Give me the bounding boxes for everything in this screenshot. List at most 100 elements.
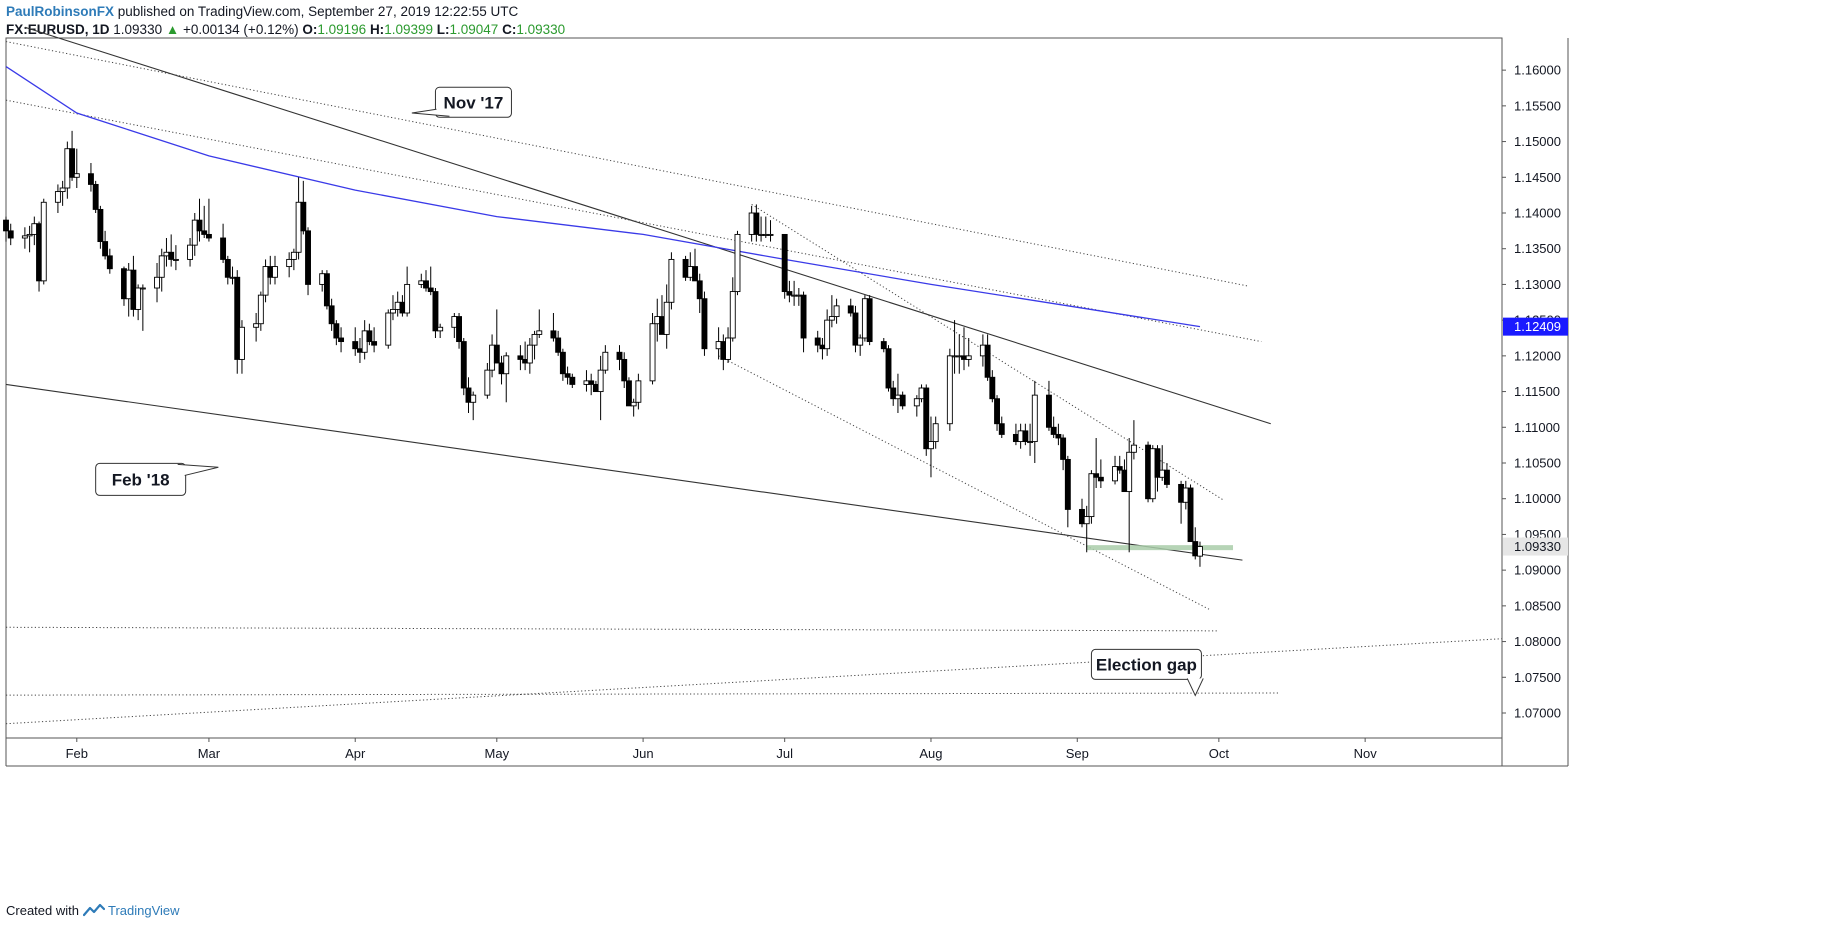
candle[interactable]	[880, 338, 887, 353]
candle[interactable]	[1187, 484, 1194, 543]
candle[interactable]	[3, 216, 9, 242]
candle[interactable]	[139, 284, 146, 331]
trendline[interactable]	[24, 26, 1271, 425]
candle[interactable]	[1093, 438, 1100, 488]
candle[interactable]	[484, 363, 491, 399]
candle[interactable]	[262, 259, 269, 303]
candle[interactable]	[1060, 434, 1067, 471]
candle[interactable]	[432, 288, 439, 338]
candle[interactable]	[154, 263, 160, 303]
candle[interactable]	[168, 234, 175, 267]
candle[interactable]	[1088, 470, 1095, 524]
candle[interactable]	[649, 313, 656, 385]
candle[interactable]	[404, 266, 411, 317]
candle[interactable]	[470, 391, 477, 421]
candle[interactable]	[564, 366, 571, 385]
candle[interactable]	[833, 298, 840, 324]
candle[interactable]	[913, 395, 920, 417]
candle[interactable]	[1027, 423, 1034, 456]
candle[interactable]	[1064, 455, 1071, 528]
candle[interactable]	[385, 309, 392, 349]
candle[interactable]	[531, 330, 538, 360]
candle[interactable]	[1031, 380, 1038, 463]
candle[interactable]	[338, 327, 345, 353]
candle[interactable]	[371, 327, 378, 353]
moving-average-line[interactable]	[5, 66, 1201, 328]
candle[interactable]	[663, 284, 670, 349]
candle[interactable]	[106, 248, 113, 274]
candle[interactable]	[257, 291, 264, 331]
candle[interactable]	[928, 416, 934, 478]
candle[interactable]	[97, 205, 104, 249]
candle[interactable]	[767, 220, 774, 242]
candle[interactable]	[323, 270, 330, 310]
candle[interactable]	[786, 280, 793, 303]
candle[interactable]	[692, 248, 698, 282]
candle[interactable]	[1163, 463, 1170, 488]
candle[interactable]	[352, 327, 359, 356]
candle[interactable]	[994, 395, 1000, 431]
candle[interactable]	[1126, 438, 1133, 553]
candle[interactable]	[205, 198, 212, 242]
candle[interactable]	[1149, 445, 1156, 503]
candle[interactable]	[536, 309, 543, 338]
candle[interactable]	[923, 384, 930, 456]
candle[interactable]	[559, 348, 566, 381]
candle[interactable]	[40, 198, 47, 285]
candle[interactable]	[800, 291, 807, 353]
candle[interactable]	[753, 204, 760, 242]
candle[interactable]	[390, 295, 396, 321]
annotation-callout[interactable]: Election gap	[1090, 648, 1204, 697]
candle[interactable]	[989, 370, 996, 403]
candle[interactable]	[21, 227, 28, 249]
candle[interactable]	[220, 223, 227, 263]
candle[interactable]	[36, 221, 42, 292]
candle[interactable]	[965, 338, 972, 367]
candle[interactable]	[201, 205, 208, 238]
tradingview-brand-link[interactable]: TradingView	[108, 903, 180, 918]
candle[interactable]	[328, 298, 335, 331]
candle[interactable]	[517, 345, 524, 371]
candle[interactable]	[272, 255, 278, 285]
candle[interactable]	[69, 130, 76, 181]
candle[interactable]	[305, 227, 311, 296]
dotted-trendline[interactable]	[5, 99, 1262, 343]
candle[interactable]	[899, 391, 906, 410]
candle[interactable]	[437, 323, 444, 338]
candle[interactable]	[781, 233, 788, 299]
candle[interactable]	[866, 295, 873, 346]
candle[interactable]	[984, 334, 991, 381]
candle[interactable]	[191, 213, 198, 256]
candle[interactable]	[932, 416, 939, 449]
candle[interactable]	[696, 273, 703, 313]
candle[interactable]	[1046, 380, 1052, 431]
candle[interactable]	[890, 380, 897, 406]
candle[interactable]	[253, 313, 260, 342]
candle[interactable]	[701, 291, 708, 356]
price-chart[interactable]: Feb '18 Nov '17 Election gap 1.16000 1.1550…	[0, 0, 1828, 900]
candle[interactable]	[234, 270, 241, 374]
candle[interactable]	[682, 255, 689, 281]
candle[interactable]	[885, 345, 892, 392]
candle[interactable]	[569, 373, 576, 388]
candle[interactable]	[366, 323, 373, 346]
candle[interactable]	[625, 377, 632, 407]
candle[interactable]	[135, 284, 142, 321]
candle[interactable]	[1022, 423, 1029, 446]
candle[interactable]	[550, 313, 557, 342]
candle[interactable]	[196, 198, 203, 242]
candle[interactable]	[602, 345, 609, 374]
candle[interactable]	[54, 184, 61, 213]
moving-average-price-label[interactable]: 1.12409	[1503, 317, 1568, 336]
candle[interactable]	[460, 338, 467, 396]
candle[interactable]	[725, 327, 731, 363]
trendline[interactable]	[5, 383, 1243, 561]
candle[interactable]	[824, 309, 831, 356]
dotted-trendline[interactable]	[5, 626, 1219, 632]
dotted-trendline[interactable]	[5, 638, 1503, 725]
candle[interactable]	[290, 248, 297, 271]
candle[interactable]	[734, 230, 741, 296]
candle[interactable]	[1154, 445, 1161, 492]
candle[interactable]	[26, 225, 33, 253]
candle[interactable]	[588, 373, 595, 396]
